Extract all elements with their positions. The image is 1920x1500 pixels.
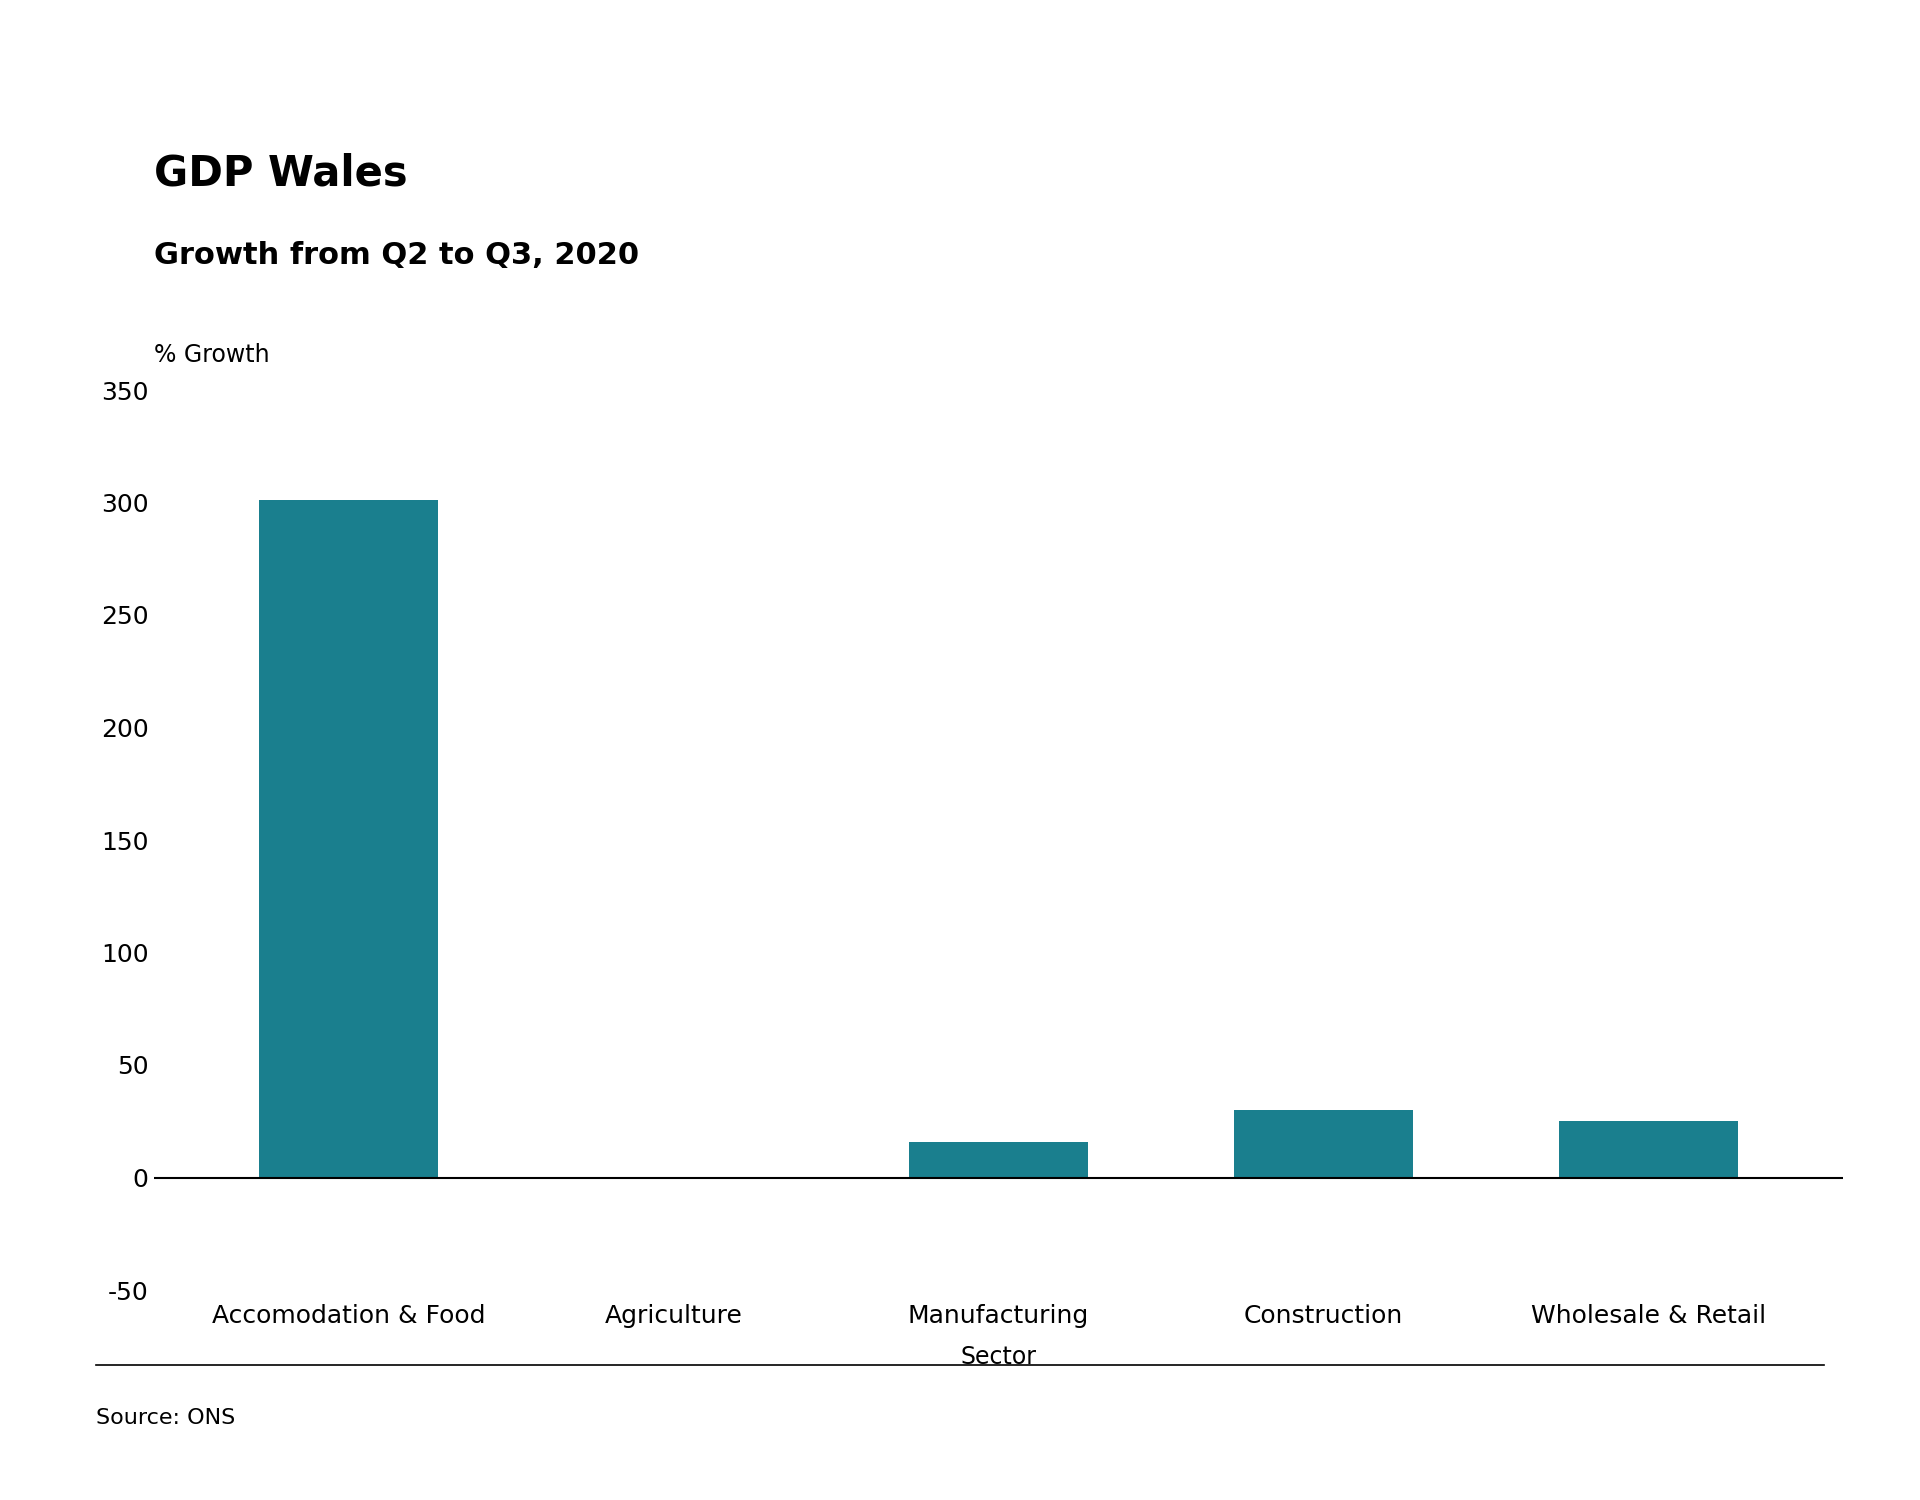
Text: GDP Wales: GDP Wales: [154, 153, 407, 195]
Text: Growth from Q2 to Q3, 2020: Growth from Q2 to Q3, 2020: [154, 242, 639, 270]
Bar: [1559, 1122, 1738, 1178]
Bar: [1235, 1110, 1413, 1178]
Text: BBC: BBC: [1766, 1413, 1812, 1434]
Bar: [259, 501, 438, 1178]
Text: % Growth: % Growth: [154, 344, 269, 368]
Bar: [908, 1142, 1089, 1178]
X-axis label: Sector: Sector: [960, 1344, 1037, 1368]
Text: Source: ONS: Source: ONS: [96, 1407, 236, 1428]
